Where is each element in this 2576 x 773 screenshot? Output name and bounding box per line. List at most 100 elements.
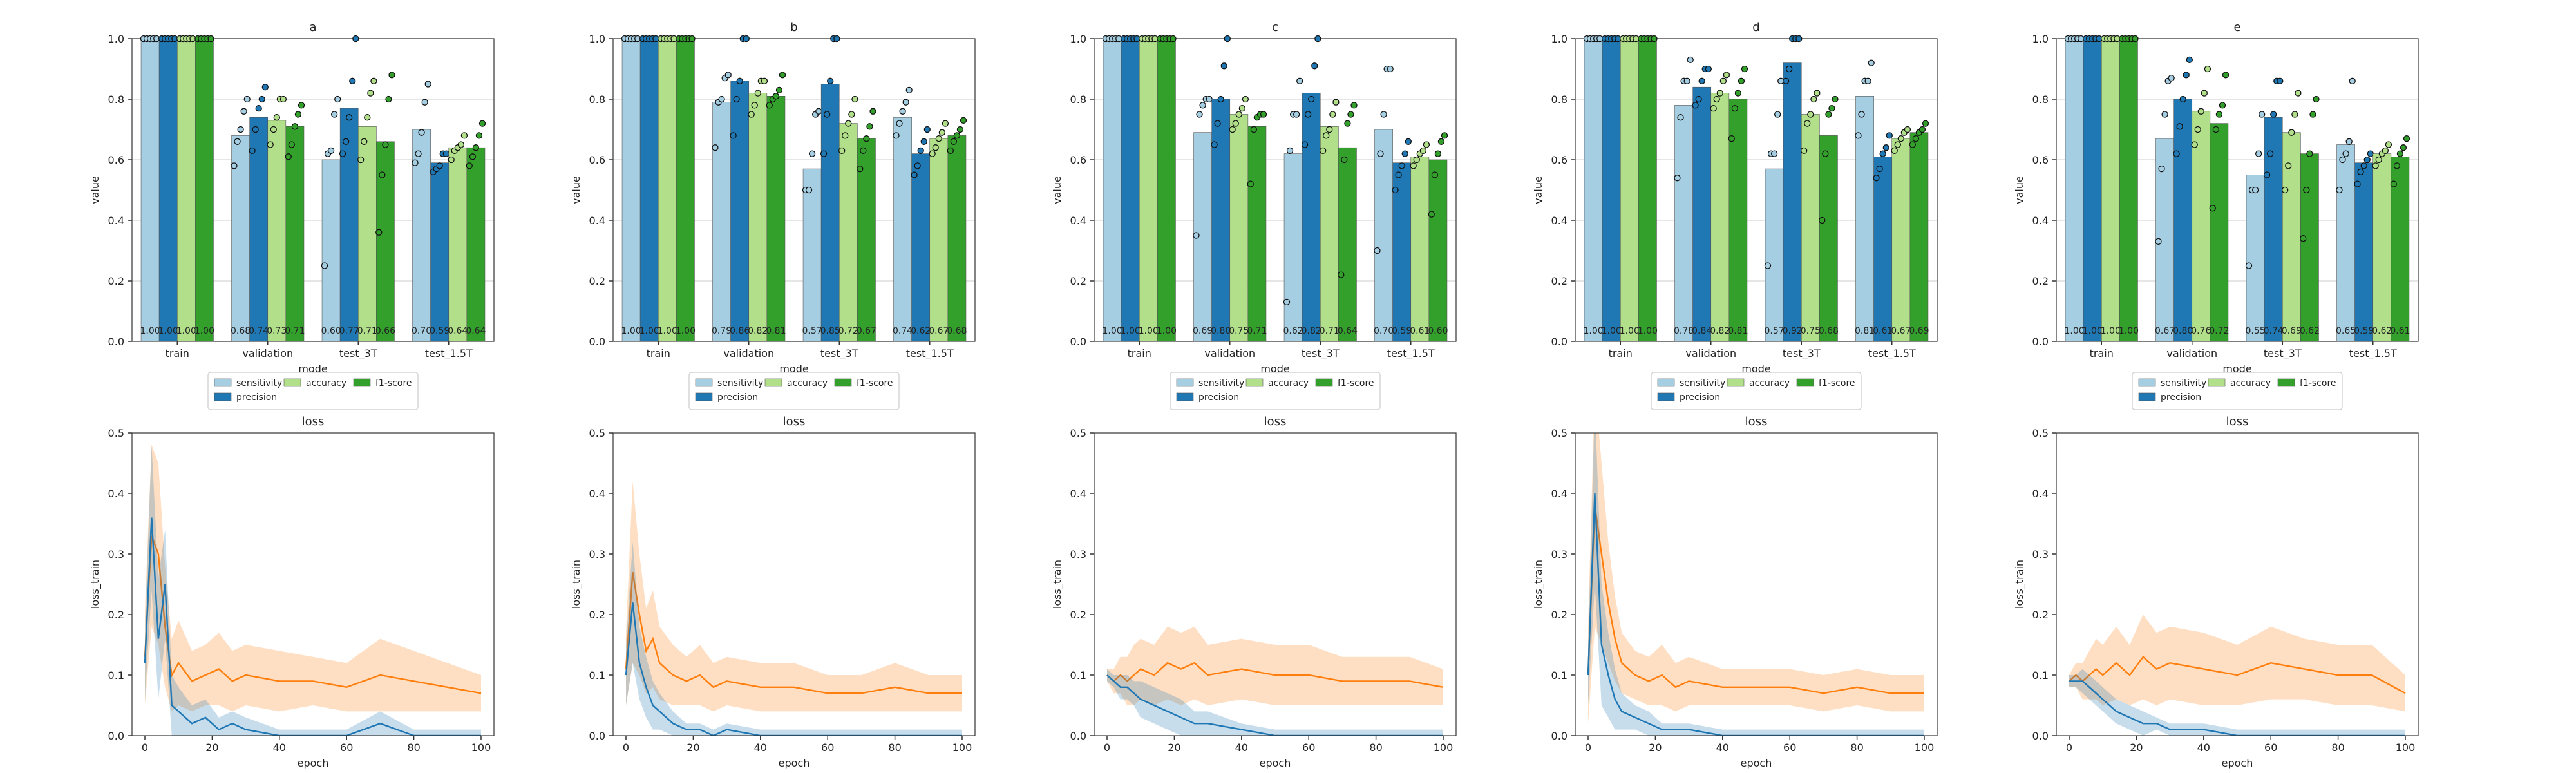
data-point — [1395, 171, 1402, 178]
data-point — [1242, 95, 1249, 103]
chart-title: c — [1272, 21, 1278, 34]
x-axis-label: epoch — [779, 757, 810, 769]
legend-swatch-accuracy — [2208, 378, 2226, 387]
bar-accuracy — [1139, 38, 1158, 342]
data-point — [947, 147, 954, 155]
bar-value-label: 1.00 — [176, 326, 196, 336]
data-point — [267, 141, 274, 148]
bar-value-label: 0.76 — [2191, 326, 2211, 336]
data-point — [2201, 90, 2208, 97]
bar-value-label: 0.80 — [2173, 326, 2193, 336]
loss-chart-e-loss: 0.0 0.1 0.2 0.3 0.4 0.5 0 20 40 60 80 100 loss epoch l… — [2013, 415, 2419, 769]
bar-value-label: 1.00 — [158, 326, 178, 336]
y-tick-label: 0.6 — [1551, 154, 1567, 166]
bar-sensitivity — [1584, 38, 1603, 342]
x-tick-label: test_3T — [339, 347, 377, 360]
y-axis-label: loss_train — [570, 560, 583, 609]
data-point — [1770, 150, 1778, 157]
bar-value-label: 1.00 — [1121, 326, 1141, 336]
y-tick-label: 0.8 — [1070, 93, 1086, 106]
bar-f1-score — [1338, 147, 1357, 342]
bar-sensitivity — [321, 159, 341, 342]
data-point — [1401, 150, 1408, 157]
loss-line — [144, 517, 481, 736]
data-point — [1855, 132, 1862, 139]
data-point — [1687, 56, 1694, 64]
data-point — [1782, 77, 1790, 84]
bar-chart-c: 0.00.20.40.60.81.0cmodevaluetrain1.001.0… — [1051, 21, 1457, 410]
data-point — [860, 147, 867, 155]
bar-sensitivity — [140, 38, 160, 342]
data-point — [1441, 132, 1448, 139]
bar-value-label: 0.62 — [911, 326, 931, 336]
bar-value-label: 0.68 — [1819, 326, 1839, 336]
data-point — [1716, 90, 1723, 97]
data-point — [2222, 72, 2230, 79]
data-point — [1374, 247, 1381, 254]
data-point — [1247, 180, 1254, 187]
data-point — [1326, 126, 1333, 133]
y-tick-label: 0.4 — [589, 488, 605, 500]
data-point — [1741, 65, 1748, 73]
y-axis-label: value — [2013, 176, 2025, 204]
data-point — [929, 150, 936, 157]
data-point — [2204, 65, 2211, 73]
bar-value-label: 0.84 — [1692, 326, 1712, 336]
bar-sensitivity — [2065, 38, 2084, 342]
x-tick-label: 0 — [1585, 741, 1591, 754]
chart-title: a — [309, 21, 316, 34]
legend-swatch-accuracy — [764, 378, 782, 387]
data-point — [291, 123, 299, 130]
bar-value-label: 0.67 — [857, 326, 876, 336]
data-point — [2339, 156, 2346, 164]
legend-label: sensitivity — [1680, 378, 1725, 388]
bar-accuracy — [1410, 157, 1430, 342]
legend-label: precision — [2161, 392, 2201, 403]
data-point — [748, 111, 755, 118]
chart-title: d — [1752, 21, 1759, 34]
data-point — [1224, 35, 1231, 43]
legend-swatch-f1-score — [1315, 378, 1333, 387]
data-point — [845, 120, 852, 127]
y-tick-label: 0.3 — [2032, 548, 2049, 560]
data-point — [2191, 141, 2198, 148]
data-point — [956, 126, 964, 133]
data-point — [857, 165, 864, 173]
bar-f1-score — [2391, 157, 2410, 342]
data-point — [339, 150, 346, 157]
data-point — [914, 162, 921, 169]
y-tick-label: 0.2 — [589, 609, 605, 621]
bar-sensitivity — [1765, 168, 1784, 342]
data-point — [1710, 104, 1717, 112]
data-point — [270, 126, 277, 133]
data-point — [1864, 77, 1871, 84]
data-point — [207, 35, 214, 43]
y-axis-label: loss_train — [89, 560, 102, 609]
bar-value-label: 0.69 — [1909, 326, 1929, 336]
bar-value-label: 0.57 — [1765, 326, 1785, 336]
bar-value-label: 0.66 — [375, 326, 395, 336]
data-point — [1764, 262, 1772, 269]
data-point — [2197, 108, 2204, 115]
bar-accuracy — [176, 38, 196, 342]
bar-value-label: 0.61 — [1410, 326, 1430, 336]
chart-title: b — [790, 21, 797, 34]
y-tick-label: 0.8 — [108, 93, 124, 106]
data-point — [327, 147, 335, 155]
y-axis-label: value — [1051, 176, 1063, 204]
bar-value-label: 0.75 — [1801, 326, 1821, 336]
data-point — [2176, 123, 2183, 130]
data-point — [285, 153, 292, 160]
bar-value-label: 1.00 — [2101, 326, 2121, 336]
bar-accuracy — [2192, 111, 2211, 342]
y-tick-label: 0.5 — [1551, 427, 1567, 439]
plot-frame — [131, 38, 495, 342]
data-point — [2173, 150, 2180, 157]
data-point — [1220, 62, 1227, 70]
data-point — [2349, 77, 2356, 84]
data-point — [2367, 150, 2374, 157]
data-point — [1387, 65, 1394, 73]
chart-title: loss — [302, 415, 325, 428]
y-tick-label: 0.1 — [108, 669, 124, 682]
